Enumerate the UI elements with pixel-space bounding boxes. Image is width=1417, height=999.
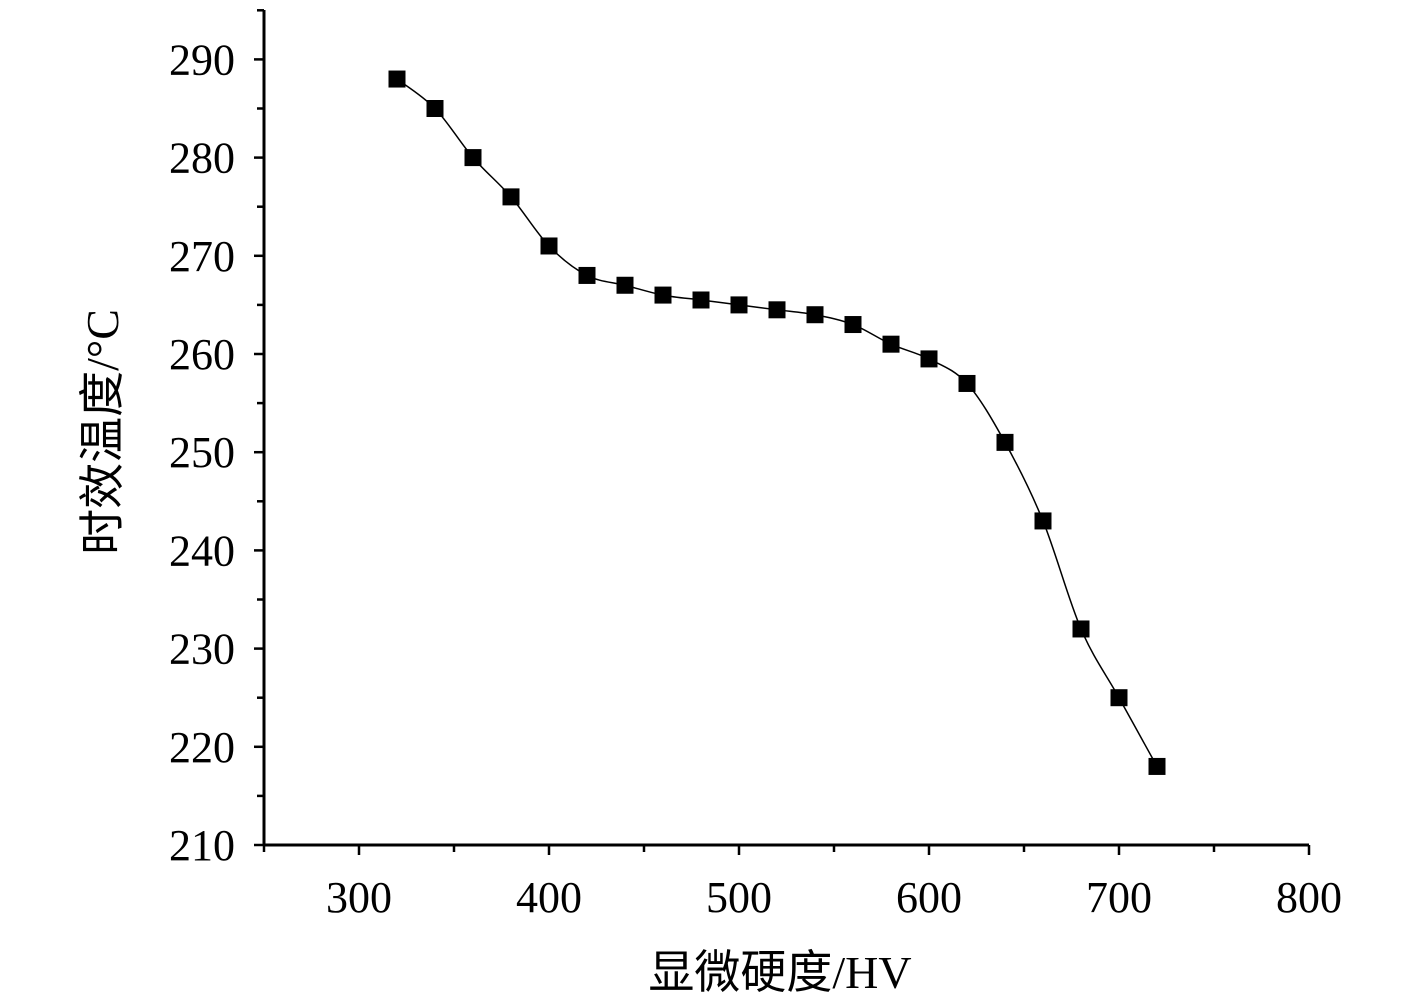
x-tick-label: 300 (326, 873, 392, 922)
data-point (920, 350, 938, 368)
data-point (502, 188, 520, 206)
data-point (768, 301, 786, 319)
data-point (654, 286, 672, 304)
series-line (396, 78, 1158, 767)
y-tick-label: 280 (169, 134, 235, 183)
data-point (806, 306, 824, 324)
data-markers (388, 70, 1166, 775)
x-tick-label: 600 (896, 873, 962, 922)
data-point (958, 374, 976, 392)
y-axis-title: 时效温度/°C (77, 309, 128, 555)
x-tick-label: 500 (706, 873, 772, 922)
data-point (540, 237, 558, 255)
data-point (882, 335, 900, 353)
y-tick-label: 220 (169, 723, 235, 772)
data-point (1110, 689, 1128, 707)
x-tick-label: 400 (516, 873, 582, 922)
x-axis-title: 显微硬度/HV (648, 947, 911, 998)
x-axis-ticks: 300 400 500 600 700 800 (262, 845, 1342, 922)
y-tick-label: 290 (169, 35, 235, 84)
axes (262, 10, 1309, 847)
data-point (616, 276, 634, 294)
data-point (730, 296, 748, 314)
data-point (1034, 512, 1052, 530)
data-point (464, 149, 482, 167)
data-point (426, 100, 444, 117)
y-tick-label: 230 (169, 625, 235, 674)
data-point (692, 291, 710, 309)
data-point (388, 70, 406, 88)
y-tick-label: 270 (169, 232, 235, 281)
y-tick-label: 250 (169, 428, 235, 477)
data-line (396, 78, 1158, 767)
data-point (578, 266, 596, 284)
data-point (844, 316, 862, 334)
data-point (1072, 620, 1090, 638)
y-tick-label: 210 (169, 821, 235, 870)
x-tick-label: 800 (1276, 873, 1342, 922)
data-point (1148, 757, 1166, 775)
y-tick-label: 260 (169, 330, 235, 379)
x-tick-label: 700 (1086, 873, 1152, 922)
y-axis-ticks: 210 220 230 240 250 260 270 280 290 (169, 9, 264, 870)
y-tick-label: 240 (169, 526, 235, 575)
data-point (996, 433, 1014, 451)
